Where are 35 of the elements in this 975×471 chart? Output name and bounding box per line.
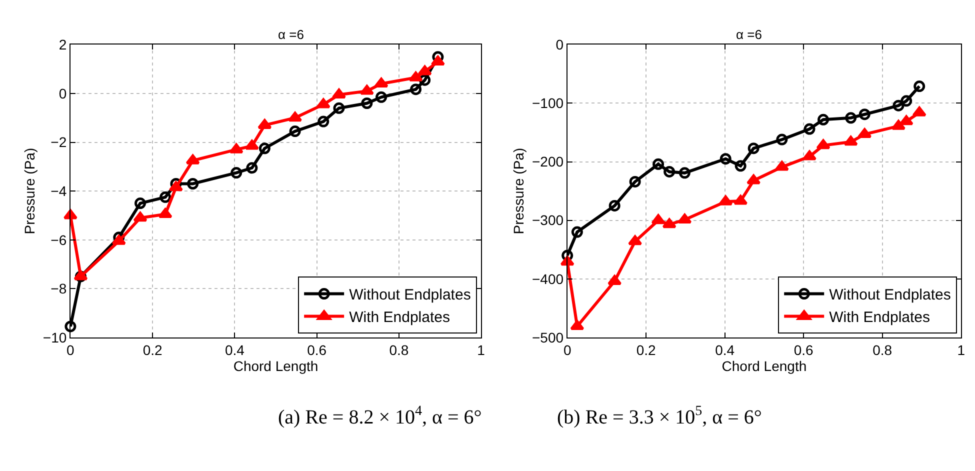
y-tick-label: −100 xyxy=(532,95,564,112)
y-tick-label: 0 xyxy=(556,36,564,53)
y-tick-label: 0 xyxy=(58,85,67,102)
y-tick-label: −4 xyxy=(50,182,67,199)
x-tick-label: 0.4 xyxy=(715,342,735,358)
y-axis-title: Pressure (Pa) xyxy=(22,148,38,234)
x-tick-label: 1 xyxy=(477,342,486,358)
x-tick-label: 0.6 xyxy=(307,342,327,358)
x-axis-title: Chord Length xyxy=(722,358,807,374)
x-tick-label: 0.2 xyxy=(142,342,163,358)
x-tick-label: 0.8 xyxy=(389,342,409,358)
x-tick-label: 0.8 xyxy=(872,342,892,358)
x-tick-label: 0.6 xyxy=(794,342,814,358)
text: (a) Re = 8.2 × 10$^{4}$, α = 6° xyxy=(278,404,482,428)
y-tick-label: −500 xyxy=(532,329,564,346)
y-tick-label: −10 xyxy=(42,329,67,346)
y-tick-label: −400 xyxy=(532,270,564,287)
legend-label: Without Endplates xyxy=(349,286,471,304)
x-axis-title: Chord Length xyxy=(233,358,318,374)
y-tick-label: −2 xyxy=(50,134,67,150)
y-tick-label: −8 xyxy=(50,280,67,297)
x-tick-label: 0.4 xyxy=(224,342,245,358)
chart-title: α =6 xyxy=(278,27,304,42)
legend-label: Without Endplates xyxy=(829,286,951,304)
x-tick-label: 0.2 xyxy=(636,342,656,358)
y-tick-label: −300 xyxy=(532,212,564,228)
chart-title: α =6 xyxy=(736,27,762,42)
y-tick-label: 2 xyxy=(58,36,67,53)
x-tick-label: 1 xyxy=(957,342,966,358)
y-tick-label: −6 xyxy=(50,232,67,248)
legend-label: With Endplates xyxy=(349,309,450,326)
legend-label: With Endplates xyxy=(829,309,930,326)
text: (b) Re = 3.3 × 10$^{5}$, α = 6° xyxy=(557,404,762,428)
y-tick-label: −200 xyxy=(532,154,564,170)
y-axis-title: Pressure (Pa) xyxy=(510,148,527,234)
